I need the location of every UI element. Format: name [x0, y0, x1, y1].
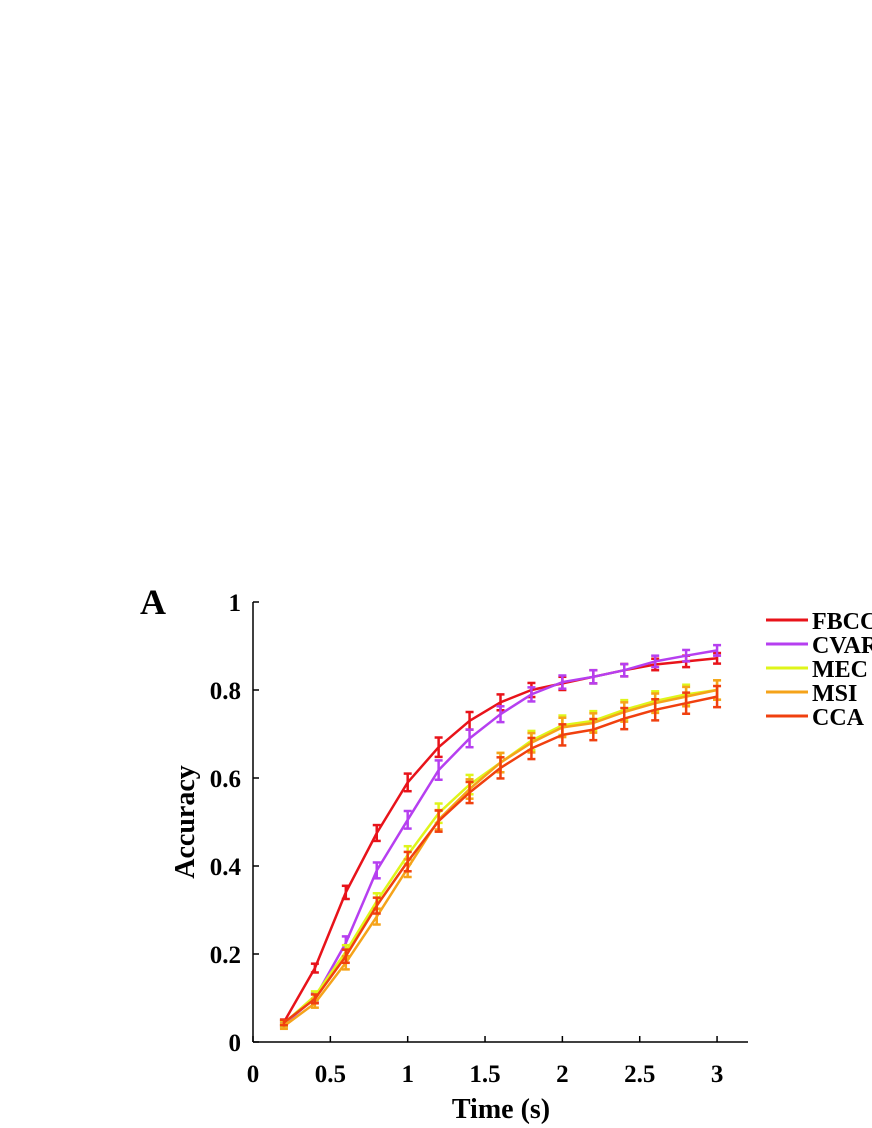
- error-bar-cvars: [496, 705, 505, 724]
- error-bar-cca: [403, 850, 412, 873]
- error-bar-fbcca: [372, 823, 381, 843]
- series-cca: [279, 684, 722, 1027]
- y-tick-label: 0.2: [210, 942, 241, 969]
- series-mec: [279, 679, 722, 1028]
- x-tick-label: 2: [556, 1061, 569, 1088]
- error-bar-cca: [527, 736, 536, 761]
- y-tick-label: 0.8: [210, 678, 241, 705]
- x-tick-label: 1.5: [469, 1061, 500, 1088]
- error-bar-cca: [651, 697, 660, 722]
- error-bar-fbcca: [341, 884, 350, 901]
- x-tick-label: 0.5: [315, 1061, 346, 1088]
- error-bar-cvars: [589, 668, 598, 685]
- error-bar-cca: [713, 684, 722, 709]
- x-tick-label: 1: [401, 1061, 414, 1088]
- error-bar-cca: [589, 717, 598, 742]
- legend-label-fbcca: FBCCA: [812, 609, 872, 635]
- series-line-msi: [283, 688, 718, 1028]
- error-bar-cvars: [434, 759, 443, 782]
- error-bar-cvars: [558, 674, 567, 690]
- error-bar-fbcca: [310, 962, 319, 974]
- error-bar-cvars: [620, 662, 629, 678]
- series-layer: [279, 643, 722, 1031]
- error-bar-cca: [434, 809, 443, 833]
- x-tick-label: 3: [711, 1061, 724, 1088]
- x-axis-title: Time (s): [452, 1094, 550, 1125]
- legend: FBCCACVARSMECMSICCA: [766, 609, 872, 731]
- error-bar-cca: [310, 993, 319, 1005]
- x-tick-label: 0: [247, 1061, 260, 1088]
- error-bar-cca: [341, 948, 350, 965]
- y-tick-label: 1: [229, 590, 242, 617]
- error-bar-cvars: [713, 643, 722, 657]
- legend-label-msi: MSI: [812, 681, 857, 707]
- x-tick-label: 2.5: [624, 1061, 655, 1088]
- series-line-cca: [283, 695, 718, 1024]
- legend-label-cca: CCA: [812, 705, 865, 731]
- error-bar-cca: [496, 756, 505, 780]
- error-bar-cca: [465, 780, 474, 805]
- y-tick-label: 0: [229, 1030, 242, 1057]
- error-bar-cca: [620, 706, 629, 731]
- error-bar-cca: [279, 1018, 288, 1027]
- legend-label-cvars: CVARS: [812, 633, 872, 659]
- series-line-mec: [283, 688, 718, 1025]
- error-bar-cvars: [527, 686, 536, 703]
- error-bar-fbcca: [403, 772, 412, 793]
- axes: 0 0.2 0.4 0.6 0.8 1 0 0.5 1 1.5 2 2.5 3: [210, 590, 748, 1088]
- error-bar-cvars: [651, 654, 660, 669]
- error-bar-fbcca: [465, 710, 474, 731]
- error-bar-cvars: [682, 648, 691, 663]
- legend-label-mec: MEC: [812, 657, 868, 683]
- error-bar-cvars: [403, 809, 412, 830]
- error-bar-fbcca: [434, 736, 443, 759]
- y-tick-label: 0.6: [210, 766, 241, 793]
- series-msi: [279, 679, 722, 1031]
- panel-label: A: [140, 582, 166, 622]
- error-bar-cvars: [465, 728, 474, 749]
- error-bar-cca: [372, 896, 381, 915]
- y-axis-title: Accuracy: [170, 765, 201, 879]
- error-bar-cca: [558, 723, 567, 747]
- error-bar-cca: [682, 691, 691, 716]
- error-bar-cvars: [372, 861, 381, 880]
- y-tick-label: 0.4: [210, 854, 242, 881]
